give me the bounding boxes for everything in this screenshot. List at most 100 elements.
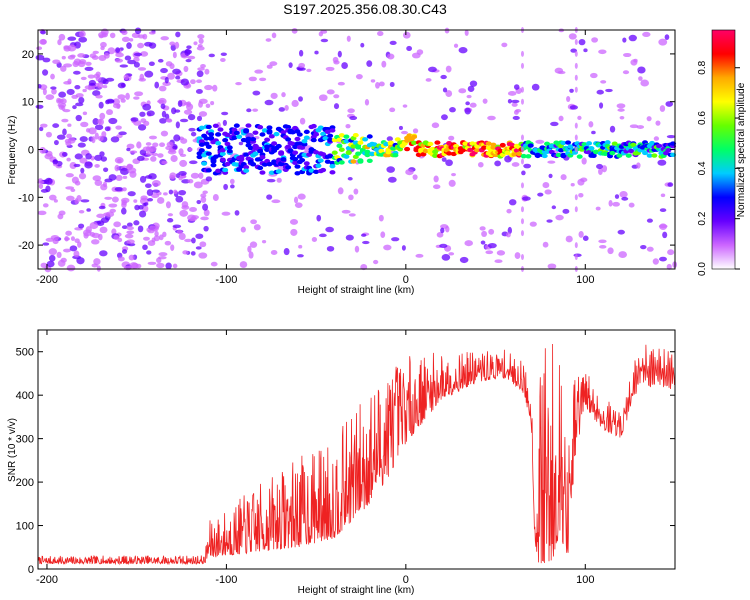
spectrogram-cell <box>458 88 467 94</box>
spectrogram-cell <box>42 69 49 76</box>
spectrogram-cell <box>535 139 545 144</box>
spectrogram-cell <box>297 254 304 258</box>
spectrogram-cell <box>246 108 252 113</box>
spectrogram-cell <box>144 175 153 179</box>
spectrogram-cell <box>577 115 582 121</box>
spectrogram-cell <box>67 36 77 41</box>
spectrogram-cell <box>224 161 231 167</box>
spectrogram-cell <box>114 187 124 192</box>
spectrogram-cell <box>142 103 152 111</box>
spectrogram-cell <box>198 125 205 131</box>
spectrogram-cell <box>108 174 117 181</box>
spectrogram-cell <box>193 41 198 46</box>
spectrogram-cell <box>315 163 322 168</box>
spectrogram-cell <box>261 162 268 167</box>
spectrogram-cell <box>567 144 574 149</box>
spectrogram-cell <box>487 115 496 121</box>
spectrogram-cell <box>117 237 123 243</box>
spectrogram-cell <box>164 76 169 84</box>
spectrogram-cell <box>607 247 614 255</box>
spectrogram-cell <box>198 172 204 179</box>
spectrogram-cell <box>178 189 187 196</box>
spectrogram-cell <box>651 153 658 158</box>
spectrogram-cell <box>464 107 471 115</box>
spectrogram-cell <box>114 164 120 172</box>
spectrogram-cell <box>106 109 114 116</box>
spectrogram-cell <box>153 235 160 242</box>
spectrogram-cell <box>94 124 104 131</box>
spectrogram-cell <box>126 230 135 235</box>
spectrogram-cell <box>534 152 541 158</box>
spectrogram-cell <box>161 110 167 118</box>
spectrogram-cell <box>243 165 250 170</box>
spectrogram-cell <box>97 135 104 142</box>
spectrogram-cell <box>313 132 320 137</box>
spectrogram-cell <box>345 145 352 151</box>
spectrogram-cell <box>184 48 191 56</box>
y-tick-label: 10 <box>22 97 34 109</box>
spectrogram-cell <box>222 137 229 143</box>
spectrogram-cell <box>488 228 495 235</box>
spectrogram-cell <box>259 154 266 160</box>
spectrogram-cell <box>310 123 317 129</box>
spectrogram-cell <box>542 182 550 189</box>
spectrogram-cell <box>458 47 468 54</box>
spectrogram-cell <box>75 102 84 107</box>
spectrogram-cell <box>45 237 55 242</box>
spectrogram-cell <box>666 135 676 139</box>
spectrogram-cell <box>129 170 137 178</box>
snr-x-axis: -200 -100 0 100 <box>36 330 594 586</box>
spectrogram-cell <box>494 259 503 264</box>
spectrogram-cell <box>652 258 659 265</box>
spectrogram-cell <box>98 101 104 109</box>
spectrogram-cell <box>600 80 607 84</box>
spectrogram-cell <box>100 41 107 48</box>
spectrogram-cell <box>84 85 92 90</box>
spectrogram-cell <box>349 115 358 121</box>
spectrogram-cell <box>441 254 451 261</box>
spectrogram-cell <box>366 60 373 67</box>
spectrogram-cell <box>324 129 331 134</box>
spectrogram-cell <box>514 252 521 260</box>
spectrogram-cell <box>445 159 453 167</box>
spectrogram-cell <box>601 165 608 173</box>
spectrogram-cell <box>121 207 127 215</box>
spectrogram-cell <box>44 177 53 185</box>
spectrogram-cell <box>520 134 524 141</box>
spectrogram-cell <box>595 206 601 211</box>
spectrogram-cell <box>154 230 159 237</box>
spectrogram-cell <box>114 58 124 63</box>
spectrogram-cell <box>247 245 252 253</box>
spectrogram-cell <box>53 139 59 146</box>
spectrogram-cell <box>520 218 524 225</box>
spectrogram-cell <box>522 196 531 201</box>
spectrogram-cell <box>38 183 44 189</box>
spectrogram-cell <box>609 125 616 133</box>
spectrogram-cell <box>520 146 524 153</box>
spectrogram-cell <box>204 84 213 91</box>
spectrogram-cell <box>619 116 625 120</box>
spectrogram-cell <box>63 248 72 253</box>
spectrogram-cell <box>143 236 150 241</box>
spectrogram-cell <box>386 166 395 173</box>
spectrogram-cell <box>598 49 607 55</box>
snr-series-line <box>37 343 675 566</box>
spectrogram-cell <box>42 203 49 208</box>
spectrogram-cell <box>617 229 625 235</box>
spectrogram-cell <box>609 150 616 156</box>
spectrogram-cell <box>659 105 666 112</box>
spectrogram-cell <box>144 41 153 47</box>
spectrogram-cell <box>511 99 520 104</box>
spectrogram-cell <box>360 233 367 237</box>
spectrogram-cell <box>499 142 506 148</box>
spectrogram-cell <box>78 223 85 229</box>
spectrogram-cell <box>125 92 130 100</box>
spectrogram-cell <box>511 152 518 157</box>
spectrogram-cell <box>52 59 61 65</box>
spectrogram-cell <box>352 132 359 138</box>
spectrogram-cell <box>364 149 371 155</box>
spectrogram-cell <box>126 143 135 150</box>
spectrogram-cell <box>208 132 215 137</box>
spectrogram-cell <box>198 142 205 147</box>
spectrogram-cell <box>398 125 403 130</box>
